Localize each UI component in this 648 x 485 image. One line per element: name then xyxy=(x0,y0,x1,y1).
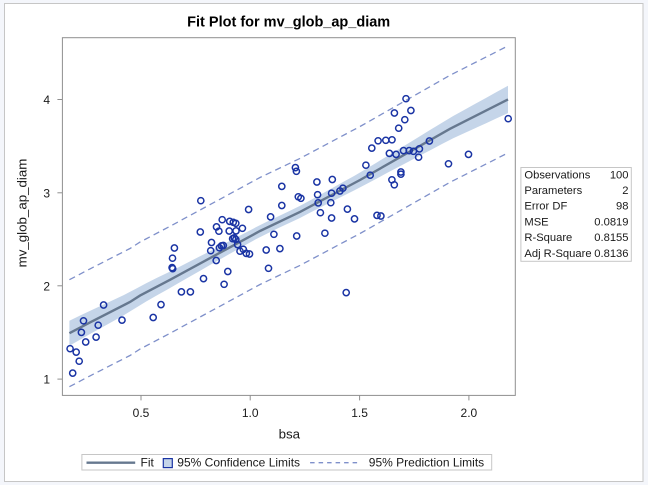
svg-text:Parameters: Parameters xyxy=(524,185,582,197)
svg-text:2.0: 2.0 xyxy=(461,406,478,420)
svg-text:Fit Plot for mv_glob_ap_diam: Fit Plot for mv_glob_ap_diam xyxy=(187,15,390,31)
svg-text:100: 100 xyxy=(610,169,629,181)
svg-text:Adj R-Square: Adj R-Square xyxy=(524,248,591,260)
svg-text:Fit: Fit xyxy=(141,456,155,470)
svg-text:MSE: MSE xyxy=(524,216,548,228)
svg-text:1.0: 1.0 xyxy=(242,406,259,420)
svg-text:Error DF: Error DF xyxy=(524,201,567,213)
svg-text:3: 3 xyxy=(43,186,50,200)
svg-text:0.8136: 0.8136 xyxy=(594,248,628,260)
svg-text:1: 1 xyxy=(43,373,50,387)
svg-text:95% Prediction Limits: 95% Prediction Limits xyxy=(369,456,484,470)
svg-text:2: 2 xyxy=(622,185,628,197)
svg-text:2: 2 xyxy=(43,279,50,293)
svg-text:4: 4 xyxy=(43,93,50,107)
svg-text:Observations: Observations xyxy=(524,169,590,181)
svg-text:0.5: 0.5 xyxy=(133,406,150,420)
svg-text:bsa: bsa xyxy=(279,427,301,442)
svg-text:98: 98 xyxy=(616,201,628,213)
svg-text:95% Confidence Limits: 95% Confidence Limits xyxy=(177,456,300,470)
svg-text:mv_glob_ap_diam: mv_glob_ap_diam xyxy=(15,159,30,268)
svg-text:0.0819: 0.0819 xyxy=(594,216,628,228)
svg-text:0.8155: 0.8155 xyxy=(594,232,628,244)
svg-text:R-Square: R-Square xyxy=(524,232,572,244)
svg-text:1.5: 1.5 xyxy=(351,406,368,420)
